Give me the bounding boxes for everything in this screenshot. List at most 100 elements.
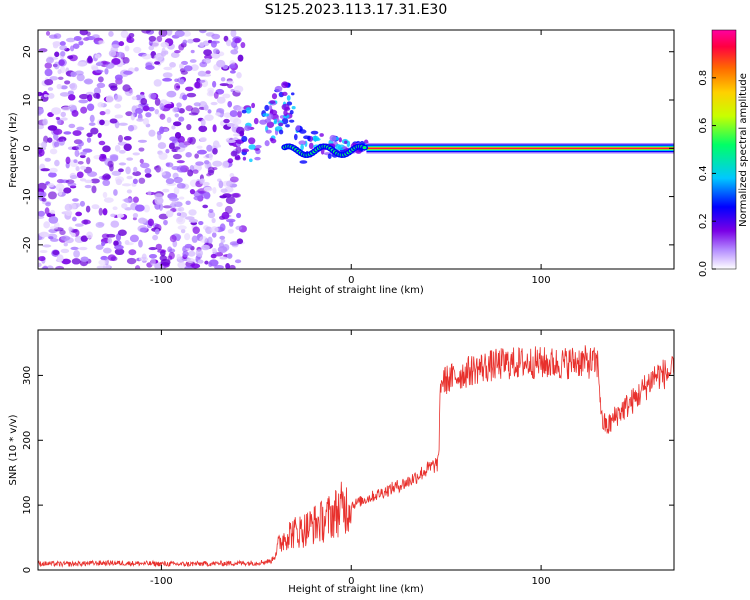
transition-blob [338,137,342,143]
noise-blob [63,187,72,194]
noise-blob [166,117,172,123]
noise-blob [166,90,177,98]
noise-blob [44,68,53,77]
noise-blob [52,250,60,256]
transition-blob [265,129,272,134]
noise-blob [233,118,242,125]
noise-blob [203,49,213,56]
noise-blob [133,166,138,173]
noise-blob [123,197,134,204]
noise-blob [159,103,165,111]
noise-blob [126,257,137,265]
noise-blob [124,45,130,52]
noise-blob [106,233,116,238]
transition-blob [298,140,307,146]
noise-blob [111,57,121,65]
noise-blob [47,183,55,188]
noise-blob [114,94,123,102]
noise-blob [235,145,242,154]
noise-blob [159,126,165,135]
noise-blob [185,105,193,112]
noise-blob [98,155,107,162]
noise-blob [65,210,73,216]
noise-blob [232,133,240,137]
noise-blob [102,145,111,153]
noise-blob [67,90,75,96]
noise-blob [161,171,166,176]
noise-blob [229,70,236,74]
noise-blob [180,70,188,75]
noise-blob [154,98,161,106]
noise-blob [212,124,217,133]
noise-blob [188,112,199,116]
transition-blob [278,122,284,127]
noise-blob [138,239,143,248]
noise-blob [144,173,152,178]
noise-blob [95,244,104,250]
noise-blob [38,142,42,147]
noise-blob [210,40,217,48]
noise-blob [130,112,136,121]
noise-blob [236,238,244,245]
noise-blob [158,213,169,220]
noise-blob [157,142,167,150]
noise-blob [47,125,58,131]
colorbar-gradient [711,29,737,270]
noise-blob [141,53,152,60]
transition-blob [274,85,283,93]
noise-blob [219,195,227,199]
noise-blob [79,200,86,207]
noise-blob [70,246,79,251]
noise-blob [90,127,99,135]
spectrogram-ytick-label: 0 [22,145,33,151]
noise-blob [69,83,76,89]
noise-blob [212,147,218,155]
noise-blob [177,225,187,230]
transition-blob [262,113,270,117]
noise-blob [74,223,84,227]
noise-blob [108,31,114,37]
noise-blob [101,241,106,247]
noise-blob [178,196,185,200]
noise-blob [154,108,160,115]
colorbar-tick-label: 0.0 [698,261,709,277]
noise-blob [85,205,91,213]
noise-blob [229,176,239,183]
transition-blob [273,118,278,123]
noise-blob [127,124,135,132]
noise-blob [86,231,93,239]
noise-blob [182,250,189,258]
noise-blob [210,253,217,259]
noise-blob [128,32,135,38]
noise-blob [105,108,111,115]
noise-blob [220,238,226,244]
noise-blob [225,196,236,205]
noise-blob [110,85,118,91]
noise-blob [207,211,216,219]
transition-blob [264,118,271,123]
noise-blob [90,178,100,184]
transition-blob [281,117,289,125]
noise-blob [138,147,145,152]
noise-blob [55,265,65,269]
noise-blob [148,106,155,112]
noise-blob [123,136,132,141]
noise-blob [158,30,168,37]
transition-blob [268,105,273,111]
noise-blob [177,206,185,212]
noise-blob [163,219,168,226]
noise-blob [169,234,177,243]
noise-blob [86,157,91,165]
noise-blob [60,85,68,90]
snr-xtick-label: 0 [348,576,354,587]
noise-blob [38,262,42,268]
spectrogram-xtick-label: -100 [150,275,173,286]
spectrogram-ytick-label: -20 [22,237,33,253]
noise-blob [214,265,224,269]
noise-blob [230,30,237,38]
noise-blob [170,52,180,59]
noise-blob [205,226,213,235]
noise-blob [202,204,209,209]
